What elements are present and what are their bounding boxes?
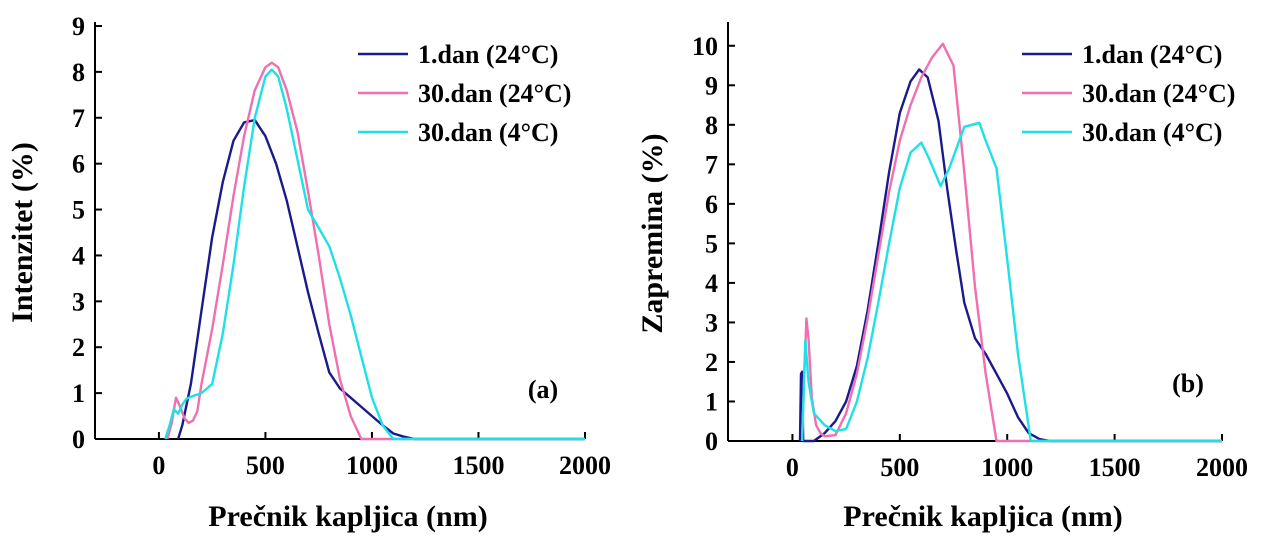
panel-tag: (a) (528, 375, 558, 404)
y-tick-label: 7 (705, 150, 718, 179)
y-tick-label: 8 (72, 58, 85, 87)
y-tick-label: 6 (705, 190, 718, 219)
y-tick-label: 2 (72, 333, 85, 362)
y-tick-label: 4 (72, 241, 85, 270)
x-tick-label: 0 (786, 453, 799, 482)
y-tick-label: 3 (705, 308, 718, 337)
panel-tag: (b) (1172, 369, 1204, 398)
y-tick-label: 8 (705, 111, 718, 140)
legend: 1.dan (24°C) 30.dan (24°C) 30.dan (4°C) (358, 40, 571, 147)
y-axis-label: Zapremina (%) (636, 133, 669, 333)
series-line-3 (800, 121, 1222, 443)
y-tick-label: 0 (705, 427, 718, 456)
y-tick-label: 1 (705, 387, 718, 416)
panel-b: 0 1 2 3 4 5 6 7 8 9 10 0 500 1000 1500 2000 Prečnik kapl… (636, 22, 1248, 533)
legend-label-1: 1.dan (24°C) (418, 40, 558, 69)
series-line-2 (166, 61, 585, 441)
y-tick-label: 9 (705, 71, 718, 100)
x-tick-label: 1000 (346, 451, 398, 480)
y-axis-label: Intenzitet (%) (6, 142, 39, 323)
series-line-3 (164, 68, 585, 441)
x-axis-label: Prečnik kapljica (nm) (208, 500, 487, 533)
x-tick-label: 1000 (981, 453, 1033, 482)
series-line-1 (798, 68, 1222, 443)
legend-label-3: 30.dan (4°C) (418, 118, 558, 147)
x-tick-label: 1500 (1089, 453, 1141, 482)
legend-label-2: 30.dan (24°C) (1082, 79, 1235, 108)
legend-label-1: 1.dan (24°C) (1082, 40, 1222, 69)
legend: 1.dan (24°C) 30.dan (24°C) 30.dan (4°C) (1022, 40, 1235, 147)
y-tick-label: 6 (72, 150, 85, 179)
y-tick-label: 10 (692, 32, 718, 61)
x-axis-label: Prečnik kapljica (nm) (843, 500, 1122, 533)
y-tick-label: 3 (72, 287, 85, 316)
y-tick-label: 5 (72, 196, 85, 225)
y-tick-label: 5 (705, 229, 718, 258)
x-tick-label: 2000 (1196, 453, 1248, 482)
y-tick-label: 9 (72, 12, 85, 41)
legend-label-3: 30.dan (4°C) (1082, 118, 1222, 147)
y-tick-label: 2 (705, 348, 718, 377)
y-tick-label: 4 (705, 269, 718, 298)
x-tick-label: 500 (246, 451, 285, 480)
y-tick-label: 7 (72, 104, 85, 133)
x-tick-label: 500 (880, 453, 919, 482)
x-tick-label: 1500 (452, 451, 504, 480)
x-tick-label: 2000 (559, 451, 611, 480)
legend-label-2: 30.dan (24°C) (418, 79, 571, 108)
y-tick-label: 1 (72, 379, 85, 408)
x-tick-label: 0 (152, 451, 165, 480)
y-tick-label: 0 (72, 425, 85, 454)
panel-a: 0 1 2 3 4 5 6 7 8 9 0 500 1000 1500 2000 Prečnik kaplji… (6, 12, 611, 533)
